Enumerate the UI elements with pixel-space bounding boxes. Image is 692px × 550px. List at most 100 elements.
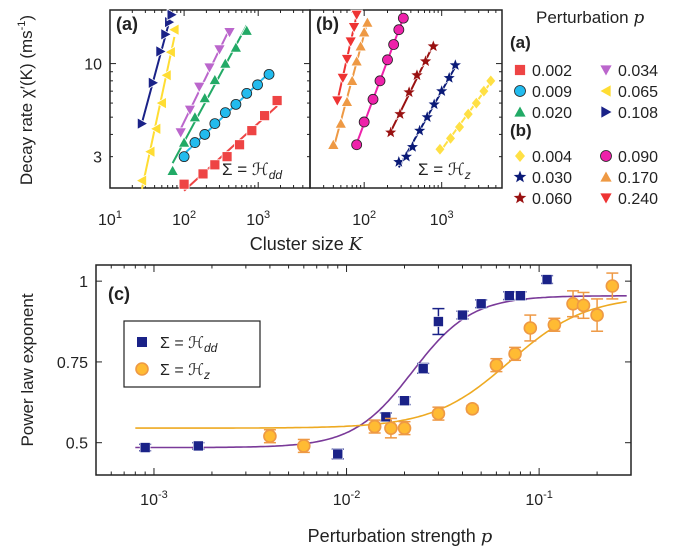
c-point-hdd <box>475 298 487 310</box>
a-point-0.002 <box>197 168 209 180</box>
legend-group-a: (a) <box>510 33 531 52</box>
panel-b-frame <box>309 9 503 189</box>
ab-x-axis-label: Cluster size K <box>250 234 364 255</box>
c-legend-label: Σ = ℋz <box>160 362 210 382</box>
b-point-0.004 <box>444 131 457 146</box>
b-point-0.060 <box>426 38 441 53</box>
a-point-0.108 <box>166 8 179 22</box>
a-point-0.009 <box>219 107 231 119</box>
a-point-0.108 <box>155 45 168 58</box>
legend-label-0.020: 0.020 <box>532 105 572 122</box>
legend-marker-0.090 <box>600 150 612 162</box>
b-point-0.170 <box>345 74 359 86</box>
c-y-tick-label: 0.75 <box>57 355 88 372</box>
b-point-0.170 <box>354 39 368 52</box>
legend-marker-0.065 <box>598 83 612 99</box>
b-point-0.090 <box>397 12 409 24</box>
a-point-0.034 <box>213 44 226 57</box>
panel-a-markers <box>135 8 283 190</box>
panel-c-frame <box>95 264 632 476</box>
c-y-tick-label: 0.5 <box>66 436 88 453</box>
a-point-0.065 <box>149 122 162 136</box>
panel-c-legend-items: Σ = ℋdd Σ = ℋz <box>135 335 218 382</box>
c-point-hdd <box>193 440 204 452</box>
b-point-0.170 <box>334 117 348 129</box>
a-point-0.009 <box>199 129 211 140</box>
b-point-0.030 <box>399 149 414 163</box>
b-point-0.090 <box>393 24 405 36</box>
a-point-0.020 <box>218 57 232 69</box>
c-point-hdd <box>332 448 344 460</box>
ab-y-axis-label: Decay rate χ′(K) (ms-1) <box>16 15 36 185</box>
a-point-0.065 <box>155 96 167 110</box>
a-y-tick-label: 3 <box>93 150 102 167</box>
legend-marker-0.240 <box>598 192 614 206</box>
b-point-0.004 <box>462 107 474 121</box>
a-point-0.002 <box>271 95 283 106</box>
legend-marker-0.009 <box>514 85 526 97</box>
b-point-0.090 <box>374 75 386 87</box>
legend-label-0.240: 0.240 <box>618 191 658 208</box>
panel-b-annotation-sub: z <box>464 168 471 182</box>
c-y-axis-label: Power law exponent <box>18 293 37 446</box>
a-point-0.009 <box>230 98 242 110</box>
b-point-0.240 <box>347 22 361 34</box>
c-point-hz <box>465 401 480 416</box>
c-point-hz <box>605 279 620 293</box>
b-point-0.090 <box>388 39 400 50</box>
legend-marker-0.030 <box>512 168 528 184</box>
c-point-hz <box>297 439 311 453</box>
legend-marker-0.170 <box>598 169 614 183</box>
b-x-tick-label: 102 <box>352 209 376 229</box>
b-point-0.170 <box>360 15 374 28</box>
b-point-0.170 <box>340 95 354 107</box>
legend-marker-0.060 <box>512 189 528 205</box>
a-fit-0.108 <box>140 12 173 124</box>
c-legend-marker-hz <box>135 362 149 376</box>
c-fit-curve <box>135 294 627 449</box>
panel-c-legend: Σ = ℋdd Σ = ℋz <box>123 320 261 388</box>
b-point-0.030 <box>412 123 427 137</box>
panel-b-ticks: 102 103 <box>309 9 503 229</box>
a-point-0.034 <box>183 104 197 117</box>
panel-b: 102 103 (b) Σ = ℋz <box>309 9 503 229</box>
c-point-hz <box>547 317 562 332</box>
a-point-0.009 <box>241 87 253 99</box>
panel-c-label: (c) <box>108 284 130 304</box>
a-point-0.034 <box>192 81 206 94</box>
b-point-0.004 <box>485 74 497 88</box>
b-point-0.240 <box>336 72 350 85</box>
a-point-0.002 <box>246 125 258 137</box>
b-point-0.090 <box>367 93 379 105</box>
a-point-0.020 <box>198 91 212 104</box>
c-x-tick-label: 10-1 <box>525 489 553 509</box>
a-point-0.009 <box>263 68 275 80</box>
panel-b-markers <box>326 9 497 169</box>
a-fit-0.065 <box>140 36 176 189</box>
b-point-0.060 <box>392 106 408 121</box>
c-point-hdd <box>139 442 151 453</box>
panel-a-annotation-sub: dd <box>269 168 283 182</box>
legend-label-0.090: 0.090 <box>618 149 658 166</box>
legend-items: 0.002 0.009 0.020 0.034 0.065 0.108 0.004 0.030… <box>512 63 658 208</box>
c-point-hz <box>489 358 504 372</box>
a-point-0.065 <box>159 68 172 82</box>
a-point-0.009 <box>189 137 201 148</box>
c-point-hdd <box>433 316 444 327</box>
b-point-0.060 <box>409 67 425 82</box>
a-point-0.009 <box>252 79 263 91</box>
legend-group-b: (b) <box>510 121 532 140</box>
a-point-0.009 <box>209 118 221 130</box>
a-point-0.108 <box>147 76 160 90</box>
legend-perturbation: Perturbation p (a) (b) 0.0020.0090.0200.… <box>510 8 658 208</box>
b-point-0.170 <box>350 54 364 67</box>
legend-marker-0.034 <box>598 64 614 78</box>
legend-marker-0.004 <box>513 148 527 164</box>
a-point-0.065 <box>143 145 156 159</box>
c-point-hz <box>384 421 398 435</box>
b-point-0.090 <box>358 116 370 128</box>
c-y-tick-label: 1 <box>79 274 88 291</box>
b-point-0.240 <box>340 54 354 66</box>
c-point-hz <box>431 406 446 421</box>
